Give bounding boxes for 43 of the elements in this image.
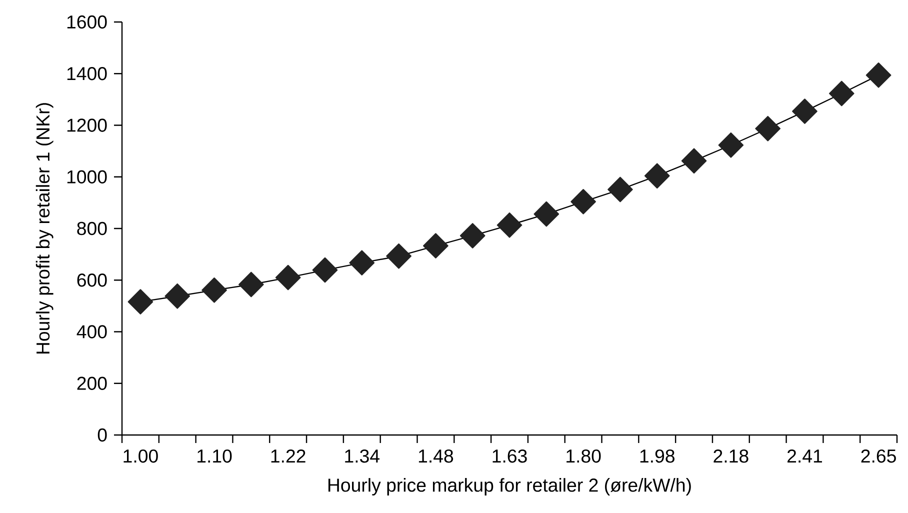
- point: [792, 98, 818, 124]
- point: [202, 278, 227, 303]
- x-tick-label: 2.18: [714, 449, 748, 463]
- point: [681, 148, 707, 174]
- point: [460, 223, 486, 248]
- x-tick-label: 1.48: [418, 449, 454, 463]
- y-tick-label: 600: [77, 273, 107, 287]
- point: [349, 250, 375, 276]
- point: [423, 233, 448, 258]
- point: [644, 163, 670, 188]
- y-axis-title: Hourly profit by retailer 1 (NKr): [36, 103, 54, 354]
- point: [755, 116, 780, 142]
- point: [608, 176, 633, 202]
- point: [534, 201, 560, 227]
- x-tick-label: 1.00: [124, 449, 158, 463]
- point: [866, 62, 892, 88]
- y-tick-label: 0: [98, 428, 107, 442]
- y-tick-label: 1200: [67, 118, 107, 132]
- y-tick-label: 800: [77, 222, 107, 236]
- point: [312, 257, 338, 283]
- x-tick-label: 1.80: [566, 449, 601, 463]
- x-tick-label: 1.63: [492, 449, 527, 463]
- x-tick-label: 1.22: [271, 449, 306, 463]
- point: [570, 188, 596, 214]
- y-tick-label: 400: [76, 325, 107, 338]
- point: [496, 212, 522, 238]
- x-tick-label: 1.98: [640, 449, 674, 463]
- point: [128, 289, 154, 314]
- x-tick-label: 2.41: [788, 449, 822, 463]
- x-axis-title: Hourly price markup for retailer 2 (øre/kW/h): [328, 478, 691, 496]
- y-tick-label: 1000: [67, 170, 107, 184]
- point: [386, 243, 412, 269]
- x-tick-label: 2.65: [861, 449, 896, 463]
- point: [238, 272, 264, 298]
- y-tick-label: 1600: [67, 15, 107, 29]
- point: [275, 264, 301, 290]
- point: [718, 132, 744, 158]
- point: [828, 80, 854, 106]
- x-tick-label: 1.34: [345, 449, 380, 463]
- y-tick-label: 1400: [67, 66, 107, 80]
- y-tick-label: 200: [77, 376, 107, 390]
- x-tick-label: 1.10: [198, 449, 232, 463]
- point: [164, 283, 190, 309]
